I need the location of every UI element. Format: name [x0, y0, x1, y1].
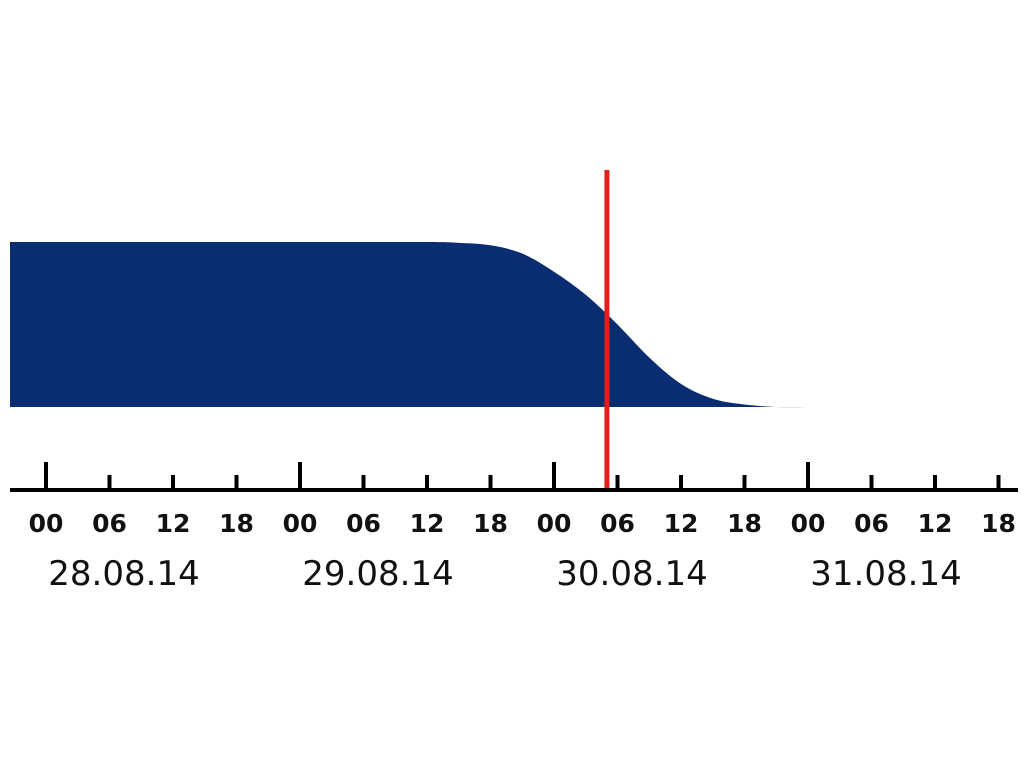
date-tick-label: 28.08.14 — [48, 554, 199, 594]
hour-tick-label: 12 — [410, 509, 445, 538]
hour-tick-label: 18 — [473, 509, 508, 538]
area-series-0 — [10, 241, 848, 408]
time-axis: 00 06 12 18 28.08.14 00 06 12 18 29.08.14 00 06 12 18… — [10, 462, 1018, 594]
hour-tick-label: 00 — [283, 509, 318, 538]
hour-tick-label: 06 — [346, 509, 381, 538]
area-series-layer — [10, 241, 848, 408]
hour-tick-label: 12 — [918, 509, 953, 538]
hour-tick-label: 00 — [29, 509, 64, 538]
hour-tick-label: 00 — [791, 509, 826, 538]
hour-tick-label: 06 — [600, 509, 635, 538]
hour-tick-label: 18 — [727, 509, 762, 538]
hour-tick-label: 18 — [981, 509, 1016, 538]
hour-tick-label: 18 — [219, 509, 254, 538]
hour-tick-label: 00 — [537, 509, 572, 538]
date-tick-label: 31.08.14 — [810, 554, 961, 594]
date-tick-label: 30.08.14 — [556, 554, 707, 594]
hour-tick-label: 12 — [664, 509, 699, 538]
hour-tick-label: 12 — [156, 509, 191, 538]
hour-tick-label: 06 — [854, 509, 889, 538]
hour-tick-label: 06 — [92, 509, 127, 538]
date-tick-label: 29.08.14 — [302, 554, 453, 594]
